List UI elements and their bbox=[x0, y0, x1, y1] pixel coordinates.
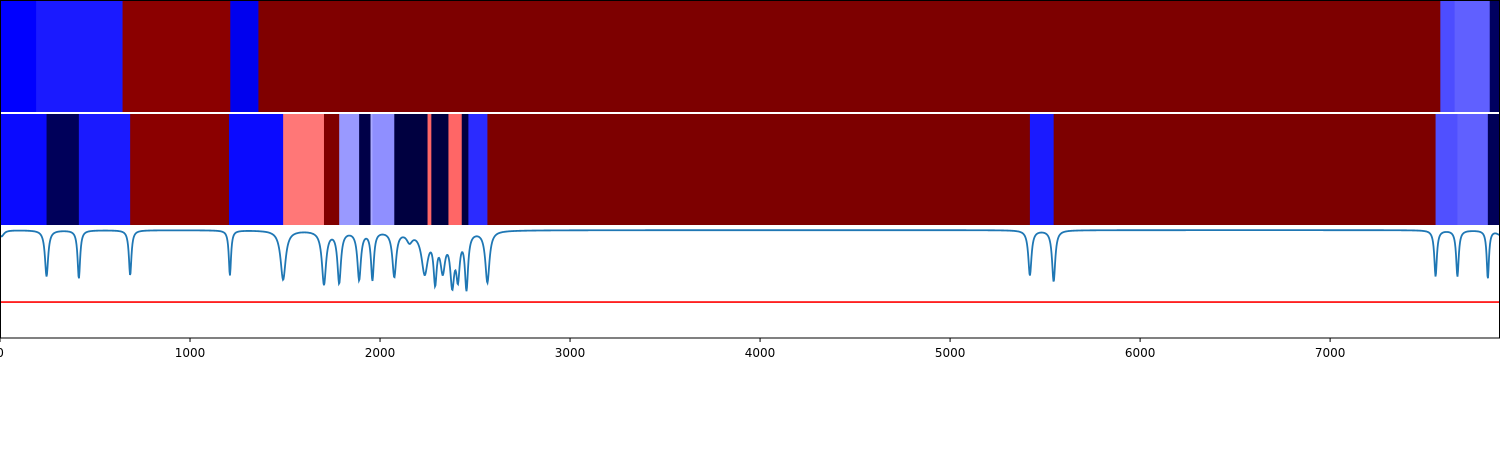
heatmap-cell-2-2 bbox=[78, 114, 131, 225]
heatmap-cell-2-21 bbox=[1457, 114, 1489, 225]
heatmap-cell-2-5 bbox=[283, 114, 325, 225]
x-tick-label-1: 1000 bbox=[175, 346, 206, 360]
heatmap-cell-2-9 bbox=[370, 114, 374, 225]
x-tick-label-0: 0 bbox=[0, 346, 4, 360]
heatmap-cell-2-14 bbox=[448, 114, 463, 225]
x-tick-label-7: 7000 bbox=[1315, 346, 1346, 360]
heatmap-cell-2-20 bbox=[1435, 114, 1459, 225]
heatmap-cell-2-0 bbox=[0, 114, 48, 225]
x-axis: 0 1000 2000 3000 4000 5000 6000 7000 bbox=[0, 338, 1345, 360]
heatmap-panel-2 bbox=[0, 114, 1500, 225]
heatmap-panel-1 bbox=[0, 0, 1500, 112]
heatmap-cell-2-7 bbox=[339, 114, 360, 225]
heatmap-cell-2-12 bbox=[427, 114, 432, 225]
heatmap-cell-1-5 bbox=[340, 0, 1441, 112]
heatmap-cell-2-4 bbox=[228, 114, 284, 225]
heatmap-cell-1-0 bbox=[0, 0, 37, 112]
heatmap-cell-2-6 bbox=[323, 114, 340, 225]
heatmap-cell-2-11 bbox=[394, 114, 429, 225]
heatmap-cell-1-2 bbox=[122, 0, 231, 112]
x-tick-label-4: 4000 bbox=[745, 346, 776, 360]
x-tick-label-5: 5000 bbox=[935, 346, 966, 360]
x-tick-label-3: 3000 bbox=[555, 346, 586, 360]
heatmap-cell-2-8 bbox=[359, 114, 372, 225]
heatmap-cell-1-1 bbox=[36, 0, 124, 112]
heatmap-cell-2-3 bbox=[130, 114, 230, 225]
heatmap-cell-2-19 bbox=[1053, 114, 1437, 225]
heatmap-cell-1-4 bbox=[258, 0, 341, 112]
heatmap-cell-2-16 bbox=[468, 114, 488, 225]
panel-separator bbox=[0, 112, 1500, 114]
signal-line bbox=[0, 229, 1500, 292]
heatmap-cell-2-22 bbox=[1487, 114, 1500, 225]
heatmap-cell-1-3 bbox=[230, 0, 260, 112]
line-panel bbox=[0, 229, 1500, 303]
heatmap-cell-1-7 bbox=[1454, 0, 1491, 112]
heatmap-cell-2-1 bbox=[46, 114, 80, 225]
heatmap-cell-2-10 bbox=[372, 114, 395, 225]
heatmap-cell-2-18 bbox=[1029, 114, 1055, 225]
heatmap-cell-1-6 bbox=[1440, 0, 1456, 112]
heatmap-cell-2-15 bbox=[461, 114, 469, 225]
x-tick-label-2: 2000 bbox=[365, 346, 396, 360]
heatmap-cell-2-13 bbox=[431, 114, 450, 225]
heatmap-cell-1-8 bbox=[1489, 0, 1500, 112]
x-tick-label-6: 6000 bbox=[1125, 346, 1156, 360]
heatmap-cell-2-17 bbox=[487, 114, 1031, 225]
